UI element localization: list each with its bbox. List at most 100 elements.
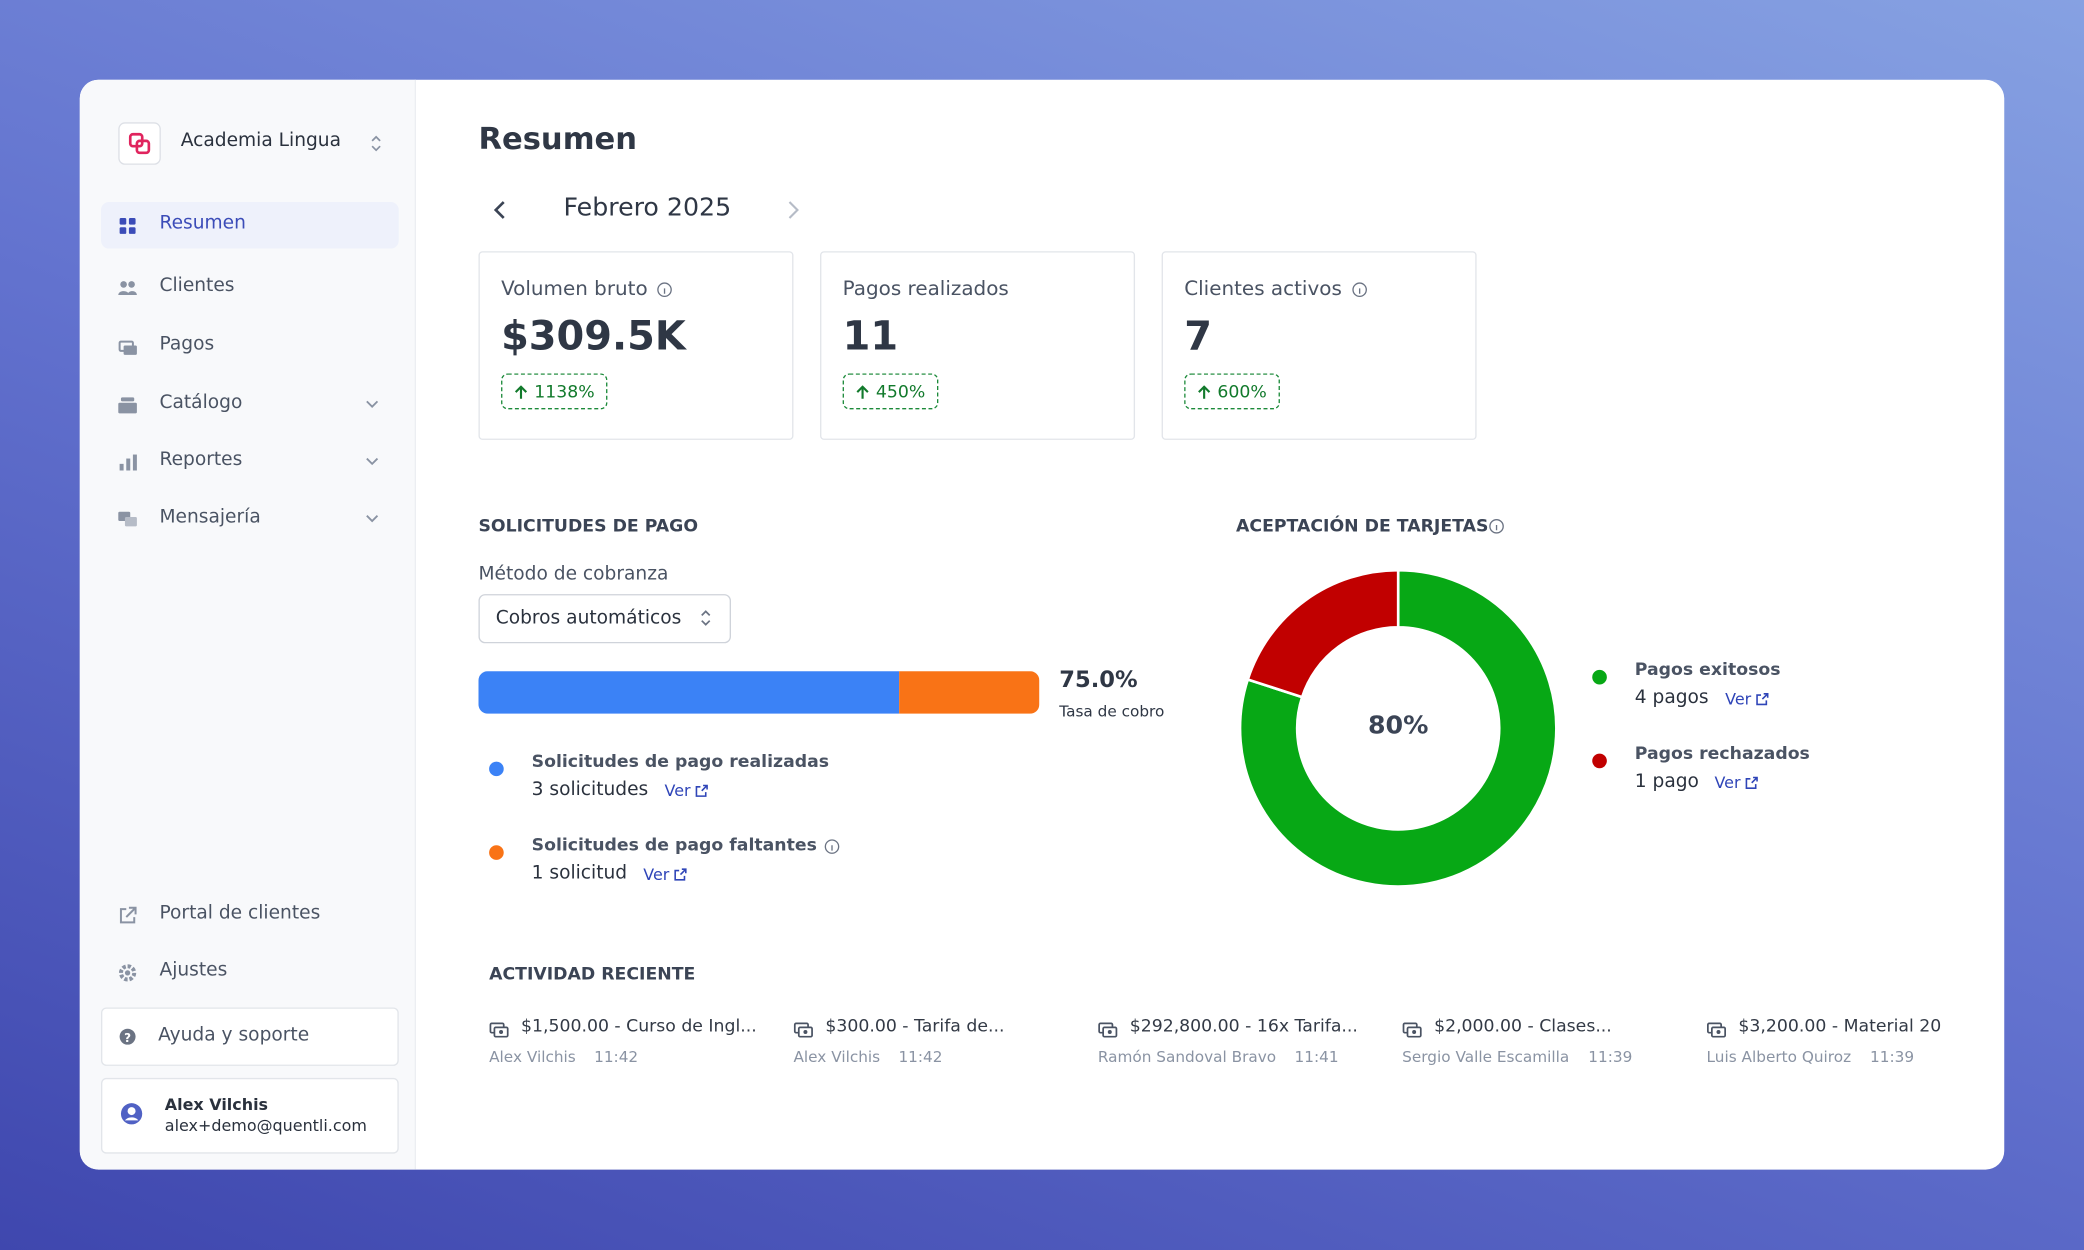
view-link[interactable]: Ver — [664, 781, 691, 801]
stat-card — [478, 251, 794, 440]
payment-icon — [1707, 1022, 1727, 1038]
svg-text:?: ? — [124, 1031, 131, 1045]
activity-title[interactable]: $292,800.00 - 16x Tarifa... — [1129, 1016, 1358, 1037]
user-box[interactable] — [101, 1077, 399, 1154]
external-icon — [695, 784, 708, 797]
nav-icon — [118, 511, 137, 527]
nav-icon — [119, 217, 136, 234]
user-email: alex+demo@quentli.com — [164, 1116, 367, 1136]
activity-client: Sergio Valle Escamilla — [1402, 1047, 1570, 1066]
payment-icon — [793, 1022, 813, 1038]
donut-segment — [1246, 568, 1400, 699]
activity-title[interactable]: $300.00 - Tarifa de... — [825, 1016, 1005, 1037]
nav-item[interactable]: Clientes — [159, 275, 235, 297]
activity-time: 11:39 — [1588, 1047, 1633, 1066]
expand-icon — [366, 400, 379, 409]
select-icon — [701, 610, 711, 626]
nav-item[interactable]: Ajustes — [159, 959, 228, 981]
stat-value: $309.5K — [501, 313, 686, 361]
nav-item[interactable]: Portal de clientes — [159, 902, 321, 924]
nav-icon — [118, 964, 137, 982]
nav-item[interactable]: Catálogo — [159, 392, 243, 414]
logo-icon — [128, 132, 151, 155]
activity-client: Alex Vilchis — [793, 1047, 881, 1066]
up-arrow — [856, 385, 869, 399]
nav-item[interactable]: Resumen — [159, 212, 246, 234]
expand-icon — [366, 515, 379, 523]
filter-select[interactable] — [478, 594, 731, 644]
legend-count: 4 pagos — [1634, 687, 1709, 709]
nav-icon — [118, 340, 137, 355]
filter-label: Método de cobranza — [478, 563, 669, 585]
prev-month[interactable] — [490, 199, 509, 220]
nav-item[interactable]: Reportes — [159, 449, 243, 471]
view-link[interactable]: Ver — [1725, 689, 1752, 709]
stat-label: Volumen bruto — [501, 276, 648, 301]
help-link[interactable]: Ayuda y soporte — [158, 1024, 310, 1046]
legend-name: Solicitudes de pago realizadas — [531, 752, 830, 773]
info-icon — [657, 282, 672, 298]
info-icon[interactable] — [1489, 518, 1505, 534]
org-switch-icon[interactable] — [368, 133, 384, 154]
activity-title[interactable]: $3,200.00 - Material 20 — [1738, 1016, 1941, 1037]
nav-item[interactable]: Mensajería — [159, 506, 261, 528]
rate-label: Tasa de cobro — [1059, 701, 1165, 721]
stat-card — [1161, 251, 1477, 440]
stat-change: 600% — [1184, 373, 1281, 410]
stat-card — [820, 251, 1136, 440]
activity-time: 11:39 — [1870, 1047, 1915, 1066]
sidebar: Academia Lingua ? Ayuda y soporte Alex V… — [79, 79, 417, 1170]
legend-dot — [489, 761, 504, 777]
section-title: ACEPTACIÓN DE TARJETAS — [1236, 517, 1489, 537]
legend-count: 1 solicitud — [531, 862, 628, 884]
info-icon — [1352, 282, 1367, 298]
activity-client: Luis Alberto Quiroz — [1706, 1047, 1852, 1066]
activity-time: 11:42 — [898, 1047, 943, 1066]
help-box[interactable] — [101, 1007, 399, 1066]
section-title: SOLICITUDES DE PAGO — [478, 517, 699, 537]
stat-change: 450% — [842, 373, 939, 410]
legend-count: 3 solicitudes — [531, 778, 649, 801]
page-title: Resumen — [478, 122, 638, 157]
up-arrow — [514, 385, 528, 399]
next-month[interactable] — [784, 199, 803, 220]
view-link[interactable]: Ver — [643, 865, 670, 884]
section-title: ACTIVIDAD RECIENTE — [489, 964, 696, 985]
nav-icon — [119, 906, 137, 924]
external-icon — [1745, 776, 1758, 789]
legend-name: Pagos exitosos — [1634, 660, 1781, 681]
external-icon — [674, 868, 687, 881]
activity-time: 11:41 — [1294, 1047, 1339, 1066]
activity-client: Ramón Sandoval Bravo — [1097, 1047, 1277, 1066]
bar-segment — [478, 671, 900, 714]
stat-label: Clientes activos — [1184, 276, 1342, 301]
activity-client: Alex Vilchis — [489, 1047, 576, 1066]
activity-time: 11:42 — [594, 1047, 639, 1066]
up-arrow — [1198, 385, 1211, 399]
legend-count: 1 pago — [1634, 770, 1699, 793]
stat-change: 1138% — [501, 373, 608, 410]
donut-center: 80% — [1367, 711, 1429, 741]
legend-name: Pagos rechazados — [1634, 744, 1810, 765]
legend-dot — [1592, 753, 1607, 769]
stat-value: 7 — [1184, 313, 1212, 361]
activity-list: $1,500.00 - Curso de Ingl... Alex Vilchis… — [489, 1010, 1940, 1076]
info-icon — [824, 839, 840, 854]
nav-active-bg — [101, 202, 399, 249]
donut-segment — [1238, 568, 1558, 888]
help-icon: ? — [119, 1028, 136, 1045]
payment-icon — [489, 1022, 509, 1038]
nav-item[interactable]: Pagos — [159, 333, 215, 355]
activity-title[interactable]: $2,000.00 - Clases... — [1434, 1016, 1612, 1037]
payment-icon — [1402, 1022, 1422, 1038]
org-name[interactable]: Academia Lingua — [180, 130, 342, 152]
legend-dot — [1592, 669, 1607, 685]
bar-segment — [899, 671, 1040, 714]
activity-title[interactable]: $1,500.00 - Curso de Ingl... — [520, 1016, 757, 1037]
view-link[interactable]: Ver — [1714, 773, 1741, 793]
filter-value[interactable]: Cobros automáticos — [495, 607, 682, 629]
legend-name: Solicitudes de pago faltantes — [531, 835, 817, 856]
stat-value: 11 — [842, 313, 899, 361]
